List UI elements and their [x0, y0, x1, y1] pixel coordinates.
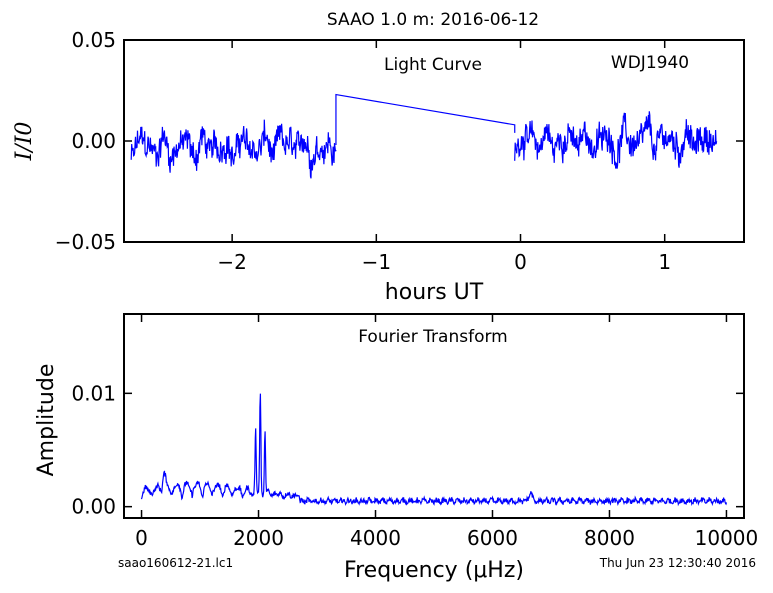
fourier-x-tick-label: 4000 [350, 526, 401, 550]
light-curve-y-label: I/I0 [12, 122, 37, 162]
light-curve-x-tick-label: −2 [217, 250, 246, 274]
light-curve-y-tick-label: 0.05 [71, 28, 116, 52]
footer-timestamp: Thu Jun 23 12:30:40 2016 [599, 556, 756, 570]
fourier-x-label: Frequency (μHz) [344, 558, 524, 583]
fourier-amplitude-line [140, 393, 728, 507]
fourier-x-tick-label: 10000 [695, 526, 759, 550]
light-curve-panel: −2 −1 0 1−0.050.000.05 Light Curve WDJ1940 … [12, 28, 745, 305]
fourier-frame [123, 313, 745, 519]
fourier-series [140, 393, 728, 507]
footer-filename: saao160612-21.lc1 [118, 556, 233, 570]
fourier-x-tick-label: 6000 [467, 526, 518, 550]
light-curve-x-tick-label: 0 [514, 250, 527, 274]
fourier-y-tick-label: 0.00 [71, 495, 116, 519]
fourier-panel: 0 2000 4000 6000 8000 10000 0.00 0.01 Fourier T… [34, 313, 758, 583]
light-curve-line-segment-0 [130, 119, 337, 179]
light-curve-line-segment-2 [514, 111, 718, 169]
light-curve-y-tick-label: 0.00 [71, 129, 116, 153]
fourier-y-tick-label: 0.01 [71, 381, 116, 405]
light-curve-series [130, 93, 718, 179]
light-curve-x-label: hours UT [385, 280, 484, 305]
figure-title: SAAO 1.0 m: 2016-06-12 [327, 10, 539, 30]
light-curve-y-tick-label: −0.05 [55, 230, 116, 254]
fourier-x-tick-label: 8000 [584, 526, 635, 550]
light-curve-x-tick-label: −1 [362, 250, 391, 274]
fourier-y-label: Amplitude [34, 364, 59, 477]
light-curve-line-segment-1 [335, 93, 516, 146]
light-curve-x-tick-label: 1 [658, 250, 671, 274]
fourier-ticks: 0 2000 4000 6000 8000 10000 0.00 0.01 [71, 314, 758, 550]
target-name-annotation: WDJ1940 [611, 53, 689, 73]
light-curve-ticks: −2 −1 0 1 −0.05 0.00 0.05 [55, 28, 744, 274]
fourier-annotation: Fourier Transform [358, 327, 507, 347]
light-curve-annotation: Light Curve [384, 55, 482, 75]
fourier-x-tick-label: 2000 [233, 526, 284, 550]
fourier-x-tick-label: 0 [135, 526, 148, 550]
